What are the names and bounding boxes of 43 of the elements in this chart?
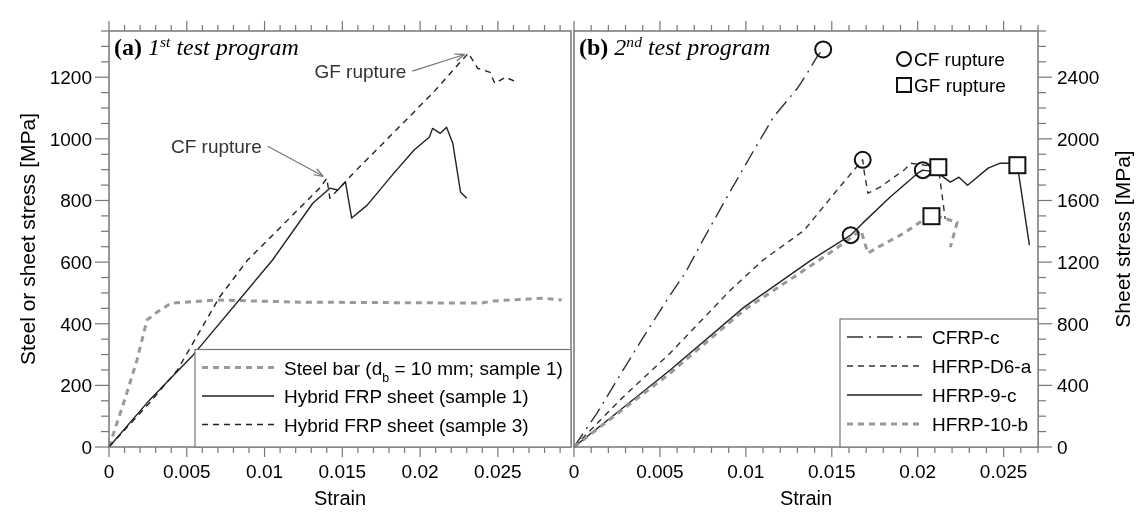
annotation: CF rupture: [170, 136, 262, 158]
x-tick-label: 0.02: [899, 461, 937, 482]
x-tick-label: 0.005: [163, 461, 211, 482]
y-tick-label: 600: [60, 252, 92, 274]
y-tick-label: 800: [60, 190, 92, 212]
chart-title: (a) 1$^{st}$ test program: [114, 32, 299, 60]
legend-label: HFRP-9-c: [932, 385, 1017, 406]
x-axis-title: Strain: [779, 487, 833, 509]
x-tick-label: 0.02: [401, 461, 439, 482]
x-tick-label: 0.01: [246, 461, 284, 482]
legend-label: HFRP-10-b: [932, 414, 1029, 435]
legend-label: GF rupture: [914, 75, 1006, 96]
x-axis-title: Strain: [313, 487, 367, 509]
legend-label: Hybrid FRP sheet (sample 3): [284, 414, 529, 436]
y-axis-title: Steel or sheet stress [MPa]: [16, 112, 39, 366]
annotation: GF rupture: [314, 61, 407, 83]
y2-tick-label: 1600: [1057, 190, 1100, 212]
x-tick-label: 0.015: [318, 461, 367, 482]
x-tick-label: 0.015: [808, 461, 856, 482]
y-tick-label: 200: [60, 375, 92, 397]
y-tick-label: 400: [60, 313, 92, 335]
legend-label: CF rupture: [914, 49, 1005, 70]
legend-label: HFRP-D6-a: [932, 356, 1032, 377]
chart-title: (b) 2$^{nd}$ test program: [579, 32, 771, 60]
y-tick-label: 1000: [49, 128, 92, 150]
y2-tick-label: 800: [1057, 313, 1089, 335]
x-tick-label: 0.025: [979, 461, 1028, 482]
y2-axis-title: Sheet stress [MPa]: [1111, 150, 1134, 328]
y2-tick-label: 2400: [1057, 67, 1100, 89]
x-tick-label: 0.01: [727, 461, 765, 482]
x-tick-label: 0: [568, 461, 580, 482]
legend-label: CFRP-c: [932, 327, 1000, 348]
legend-label: Steel bar (d$_{b}$ = 10 mm; sample 1): [284, 357, 563, 385]
y2-tick-label: 1200: [1057, 252, 1100, 274]
x-tick-label: 0.005: [636, 461, 684, 482]
x-tick-label: 0: [103, 461, 115, 482]
y2-tick-label: 400: [1057, 375, 1089, 397]
x-tick-label: 0.025: [474, 461, 522, 482]
y-tick-label: 1200: [49, 67, 92, 89]
y-tick-label: 0: [81, 437, 92, 458]
y2-tick-label: 0: [1057, 437, 1068, 458]
y2-tick-label: 2000: [1057, 128, 1100, 150]
legend-label: Hybrid FRP sheet (sample 1): [284, 386, 529, 407]
